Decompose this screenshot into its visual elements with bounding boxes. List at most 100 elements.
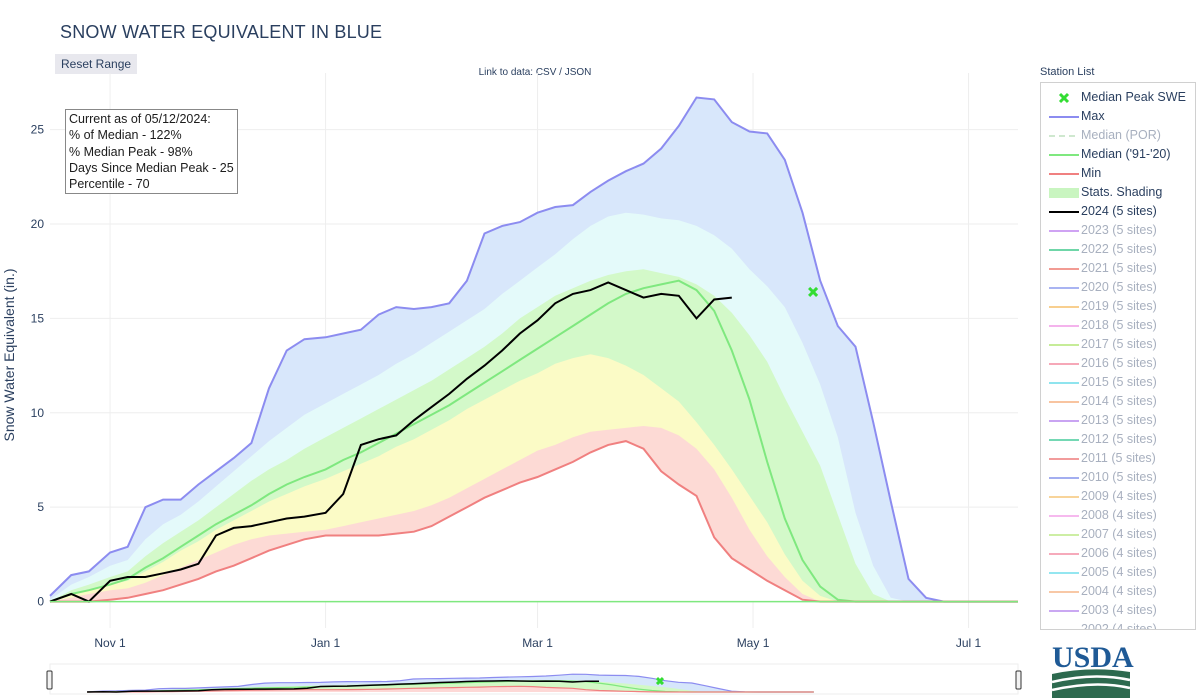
legend-symbol <box>1049 553 1079 555</box>
marker-stroke <box>808 286 819 298</box>
legend-label: 2023 (5 sites) <box>1081 223 1157 237</box>
legend-label: Max <box>1081 109 1105 123</box>
current-as-of: Current as of 05/12/2024: <box>69 112 211 126</box>
axis-layer: 0 5 10 15 20 25 Nov 1 Jan 1 Mar 1 May 1 Jul 1 <box>31 123 982 650</box>
legend-item[interactable]: 2016 (5 sites) <box>1049 355 1195 374</box>
legend-symbol <box>1049 135 1079 137</box>
legend-item[interactable]: 2024 (5 sites) <box>1049 203 1195 222</box>
chart-title: SNOW WATER EQUIVALENT IN BLUE <box>60 22 383 42</box>
reset-range-button[interactable]: Reset Range <box>55 54 138 74</box>
mini-2024-line <box>87 679 599 693</box>
legend-item[interactable]: Median ('91-'20) <box>1049 146 1195 165</box>
legend-label: 2012 (5 sites) <box>1081 432 1157 446</box>
legend-item[interactable]: 2010 (5 sites) <box>1049 469 1195 488</box>
legend-symbol <box>1049 401 1079 403</box>
legend-symbol <box>1049 287 1079 289</box>
legend-item[interactable]: 2009 (4 sites) <box>1049 488 1195 507</box>
y-tick-label: 0 <box>37 595 44 609</box>
legend-label: Median (POR) <box>1081 128 1161 142</box>
x-tick-label: Jan 1 <box>311 636 341 650</box>
current-conditions-box: Current as of 05/12/2024: % of Median - … <box>65 109 238 195</box>
legend-label: 2005 (4 sites) <box>1081 565 1157 579</box>
legend-item[interactable]: 2021 (5 sites) <box>1049 260 1195 279</box>
legend-label: 2014 (5 sites) <box>1081 394 1157 408</box>
legend-symbol <box>1049 515 1079 517</box>
legend-label: 2011 (5 sites) <box>1081 451 1156 465</box>
legend-item[interactable]: Max <box>1049 108 1195 127</box>
legend-symbol <box>1049 249 1079 251</box>
legend-symbol <box>1049 382 1079 384</box>
legend-symbol <box>1049 623 1079 630</box>
legend-symbol <box>1049 420 1079 422</box>
legend[interactable]: Median Peak SWE Max Median (POR) Median ('9… <box>1040 82 1196 630</box>
legend-item[interactable]: 2002 (4 sites) <box>1049 621 1195 630</box>
range-slider-left-handle[interactable] <box>46 670 53 690</box>
legend-item[interactable]: 2006 (4 sites) <box>1049 545 1195 564</box>
y-tick-label: 5 <box>37 500 44 514</box>
legend-item[interactable]: 2019 (5 sites) <box>1049 298 1195 317</box>
legend-label: Min <box>1081 166 1102 180</box>
legend-item[interactable]: 2018 (5 sites) <box>1049 317 1195 336</box>
max-line <box>49 96 1018 603</box>
legend-symbol <box>1049 458 1079 460</box>
usda-logo: USDA <box>1051 641 1134 698</box>
legend-item[interactable]: Median (POR) <box>1049 127 1195 146</box>
usda-logo-stripe <box>1051 675 1131 684</box>
legend-item[interactable]: 2013 (5 sites) <box>1049 412 1195 431</box>
legend-item[interactable]: Stats. Shading <box>1049 184 1195 203</box>
usda-logo-text: USDA <box>1052 641 1134 674</box>
legend-label: 2017 (5 sites) <box>1081 337 1157 351</box>
legend-label: Median ('91-'20) <box>1081 147 1171 161</box>
legend-label: 2019 (5 sites) <box>1081 299 1157 313</box>
legend-symbol <box>1049 363 1079 365</box>
legend-item[interactable]: 2015 (5 sites) <box>1049 374 1195 393</box>
x-tick-label: Nov 1 <box>94 636 126 650</box>
legend-label: 2022 (5 sites) <box>1081 242 1157 256</box>
legend-symbol <box>1049 325 1079 327</box>
legend-symbol <box>1049 230 1079 232</box>
legend-label: 2004 (4 sites) <box>1081 584 1157 598</box>
mini-band-min <box>87 686 814 692</box>
legend-symbol <box>1049 188 1079 198</box>
legend-symbol <box>1049 116 1079 118</box>
legend-item[interactable]: Min <box>1049 165 1195 184</box>
legend-symbol <box>1049 610 1079 612</box>
y-axis-title: Snow Water Equivalent (in.) <box>1 269 17 442</box>
legend-item[interactable]: 2022 (5 sites) <box>1049 241 1195 260</box>
legend-item[interactable]: Median Peak SWE <box>1049 89 1195 108</box>
legend-label: 2015 (5 sites) <box>1081 375 1157 389</box>
legend-item[interactable]: 2017 (5 sites) <box>1049 336 1195 355</box>
y-tick-label: 25 <box>31 123 45 137</box>
range-slider-preview <box>87 673 814 693</box>
mini-max-line <box>87 673 814 693</box>
legend-item[interactable]: 2023 (5 sites) <box>1049 222 1195 241</box>
legend-item[interactable]: 2011 (5 sites) <box>1049 450 1195 469</box>
legend-symbol <box>1049 534 1079 536</box>
x-tick-label: May 1 <box>737 636 770 650</box>
legend-item[interactable]: 2004 (4 sites) <box>1049 583 1195 602</box>
legend-symbol <box>1049 211 1079 213</box>
y-tick-label: 10 <box>31 406 45 420</box>
legend-item[interactable]: 2007 (4 sites) <box>1049 526 1195 545</box>
legend-symbol <box>1049 344 1079 346</box>
legend-symbol <box>1049 572 1079 574</box>
legend-item[interactable]: 2012 (5 sites) <box>1049 431 1195 450</box>
legend-label: Stats. Shading <box>1081 185 1163 199</box>
legend-item[interactable]: 2003 (4 sites) <box>1049 602 1195 621</box>
days-since-median-peak: Days Since Median Peak - 25 <box>69 160 234 175</box>
legend-item[interactable]: 2014 (5 sites) <box>1049 393 1195 412</box>
marker-stroke <box>655 677 665 686</box>
data-link[interactable]: Link to data: CSV / JSON <box>478 67 592 78</box>
legend-item[interactable]: 2020 (5 sites) <box>1049 279 1195 298</box>
range-slider-right-handle[interactable] <box>1015 670 1022 690</box>
line-layer <box>49 96 1018 603</box>
legend-label: 2016 (5 sites) <box>1081 356 1157 370</box>
legend-label: 2008 (4 sites) <box>1081 508 1157 522</box>
legend-symbol <box>1049 591 1079 593</box>
legend-item[interactable]: 2008 (4 sites) <box>1049 507 1195 526</box>
legend-label: 2021 (5 sites) <box>1081 261 1157 275</box>
series-2024-line <box>49 281 732 603</box>
range-slider[interactable] <box>46 663 1022 695</box>
legend-item[interactable]: 2005 (4 sites) <box>1049 564 1195 583</box>
